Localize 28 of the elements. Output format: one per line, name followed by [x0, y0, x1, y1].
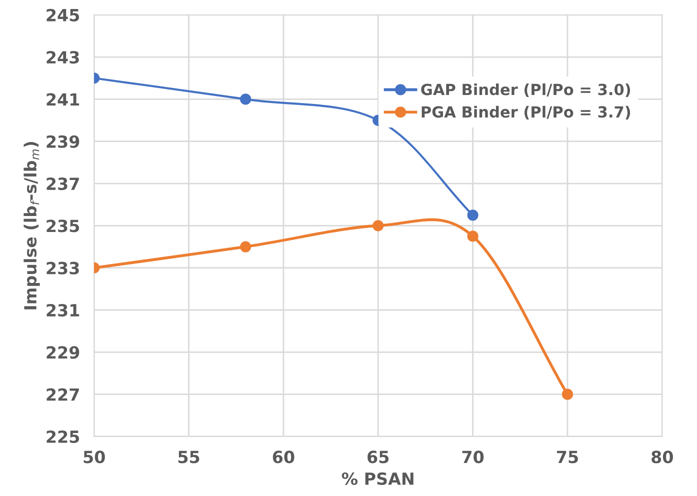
y-tick-label: 235 [46, 220, 80, 232]
x-tick-label: 60 [272, 450, 294, 464]
point [562, 388, 574, 400]
y-tick-label: 241 [46, 93, 80, 106]
point [467, 210, 478, 221]
legend-label: GAP Binder (Pl/Po = 3.0) [421, 83, 630, 98]
point [240, 94, 252, 105]
y-tick-label: 225 [46, 430, 80, 444]
x-tick-label: 65 [368, 450, 389, 464]
y-tick-label: 239 [46, 135, 80, 148]
y-tick-label: 245 [46, 8, 80, 22]
point [240, 241, 252, 252]
y-tick-label: 237 [46, 177, 79, 190]
point [372, 220, 384, 232]
x-axis-title: % PSAN [342, 472, 414, 485]
point [467, 230, 478, 242]
y-tick-label: 233 [46, 262, 79, 274]
x-tick-label: 80 [652, 450, 673, 464]
y-tick-label: 227 [46, 388, 79, 401]
x-tick-label: 50 [84, 450, 105, 464]
x-tick-label: 55 [178, 450, 200, 464]
y-tick-label: 243 [46, 51, 79, 64]
legend-label: PGA Binder (Pl/Po = 3.7) [422, 106, 630, 120]
x-tick-label: 70 [462, 450, 484, 464]
y-tick-label: 231 [46, 304, 80, 317]
y-tick-label: 229 [46, 346, 80, 359]
y-axis-title: Impulse (lb$_{f}$-s/lb$_{m}$) [24, 142, 40, 310]
x-tick-label: 75 [556, 450, 578, 464]
